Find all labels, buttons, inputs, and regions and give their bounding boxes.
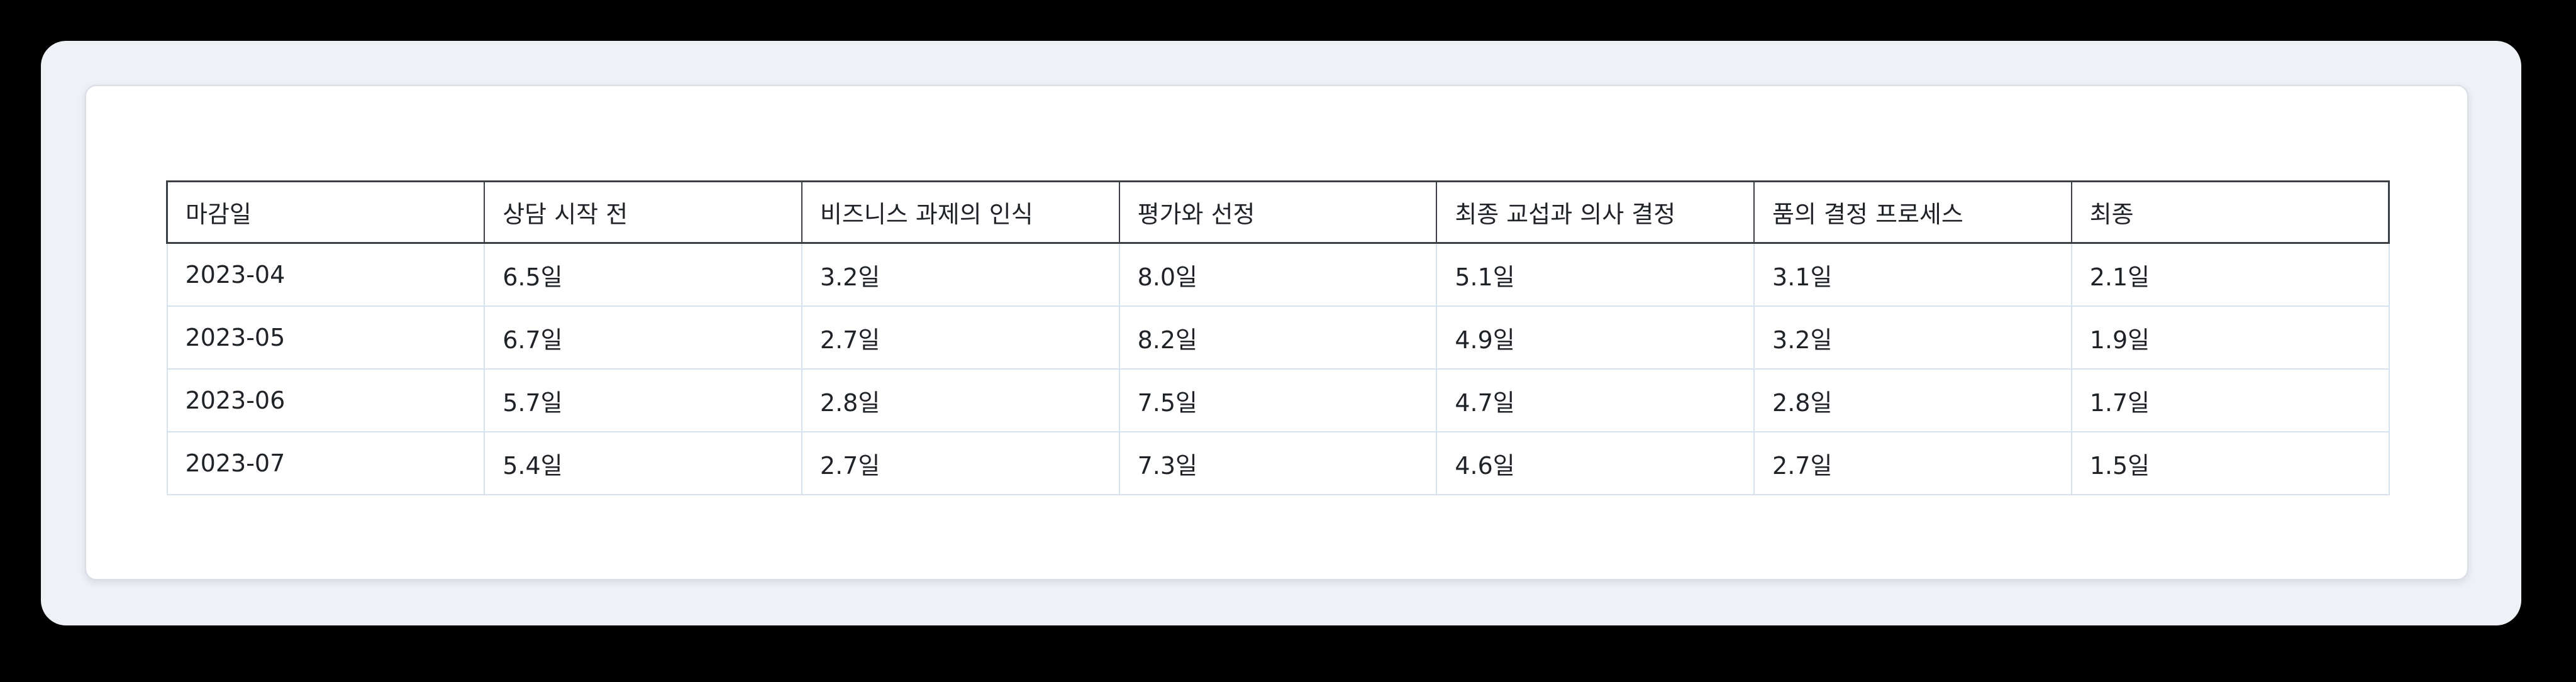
column-header-before-consultation[interactable]: 상담 시작 전 [484, 180, 802, 244]
table-row: 2023-07 5.4일 2.7일 7.3일 4.6일 2.7일 1.5일 [166, 431, 2390, 495]
table-cell: 2023-05 [166, 305, 486, 370]
table-cell: 5.7일 [484, 368, 802, 432]
column-header-evaluation-selection[interactable]: 평가와 선정 [1118, 180, 1438, 244]
table-cell: 1.9일 [2070, 305, 2390, 370]
table-cell: 2023-06 [166, 368, 486, 432]
table-cell: 2.7일 [1753, 431, 2072, 495]
table-row: 2023-04 6.5일 3.2일 8.0일 5.1일 3.1일 2.1일 [166, 242, 2390, 307]
column-header-approval-process[interactable]: 품의 결정 프로세스 [1753, 180, 2072, 244]
table-cell: 3.1일 [1753, 242, 2072, 307]
table-cell: 2023-04 [166, 242, 486, 307]
data-table: 마감일 상담 시작 전 비즈니스 과제의 인식 평가와 선정 최종 교섭과 의사… [166, 180, 2390, 495]
table-cell: 3.2일 [801, 242, 1120, 307]
table-cell: 1.5일 [2070, 431, 2390, 495]
header-row: 마감일 상담 시작 전 비즈니스 과제의 인식 평가와 선정 최종 교섭과 의사… [166, 180, 2390, 244]
table-cell: 5.1일 [1436, 242, 1755, 307]
column-header-final-negotiation[interactable]: 최종 교섭과 의사 결정 [1436, 180, 1755, 244]
table-body: 2023-04 6.5일 3.2일 8.0일 5.1일 3.1일 2.1일 20… [166, 242, 2390, 495]
column-header-deadline[interactable]: 마감일 [166, 180, 486, 244]
table-cell: 2.1일 [2070, 242, 2390, 307]
table-cell: 8.0일 [1118, 242, 1438, 307]
table-cell: 5.4일 [484, 431, 802, 495]
table-cell: 4.9일 [1436, 305, 1755, 370]
table-cell: 2.7일 [801, 431, 1120, 495]
table-cell: 2.8일 [801, 368, 1120, 432]
table-cell: 2023-07 [166, 431, 486, 495]
table-cell: 7.5일 [1118, 368, 1438, 432]
table-row: 2023-06 5.7일 2.8일 7.5일 4.7일 2.8일 1.7일 [166, 368, 2390, 432]
table-cell: 2.8일 [1753, 368, 2072, 432]
table-cell: 2.7일 [801, 305, 1120, 370]
table-cell: 6.5일 [484, 242, 802, 307]
table-cell: 7.3일 [1118, 431, 1438, 495]
table-card: 마감일 상담 시작 전 비즈니스 과제의 인식 평가와 선정 최종 교섭과 의사… [85, 85, 2468, 580]
table-row: 2023-05 6.7일 2.7일 8.2일 4.9일 3.2일 1.9일 [166, 305, 2390, 370]
column-header-business-issue-recognition[interactable]: 비즈니스 과제의 인식 [801, 180, 1120, 244]
table-cell: 4.7일 [1436, 368, 1755, 432]
column-header-final[interactable]: 최종 [2070, 180, 2390, 244]
table-cell: 4.6일 [1436, 431, 1755, 495]
table-cell: 8.2일 [1118, 305, 1438, 370]
table-cell: 6.7일 [484, 305, 802, 370]
app-window: 마감일 상담 시작 전 비즈니스 과제의 인식 평가와 선정 최종 교섭과 의사… [41, 41, 2521, 625]
table-header: 마감일 상담 시작 전 비즈니스 과제의 인식 평가와 선정 최종 교섭과 의사… [166, 180, 2390, 244]
table-cell: 1.7일 [2070, 368, 2390, 432]
table-cell: 3.2일 [1753, 305, 2072, 370]
